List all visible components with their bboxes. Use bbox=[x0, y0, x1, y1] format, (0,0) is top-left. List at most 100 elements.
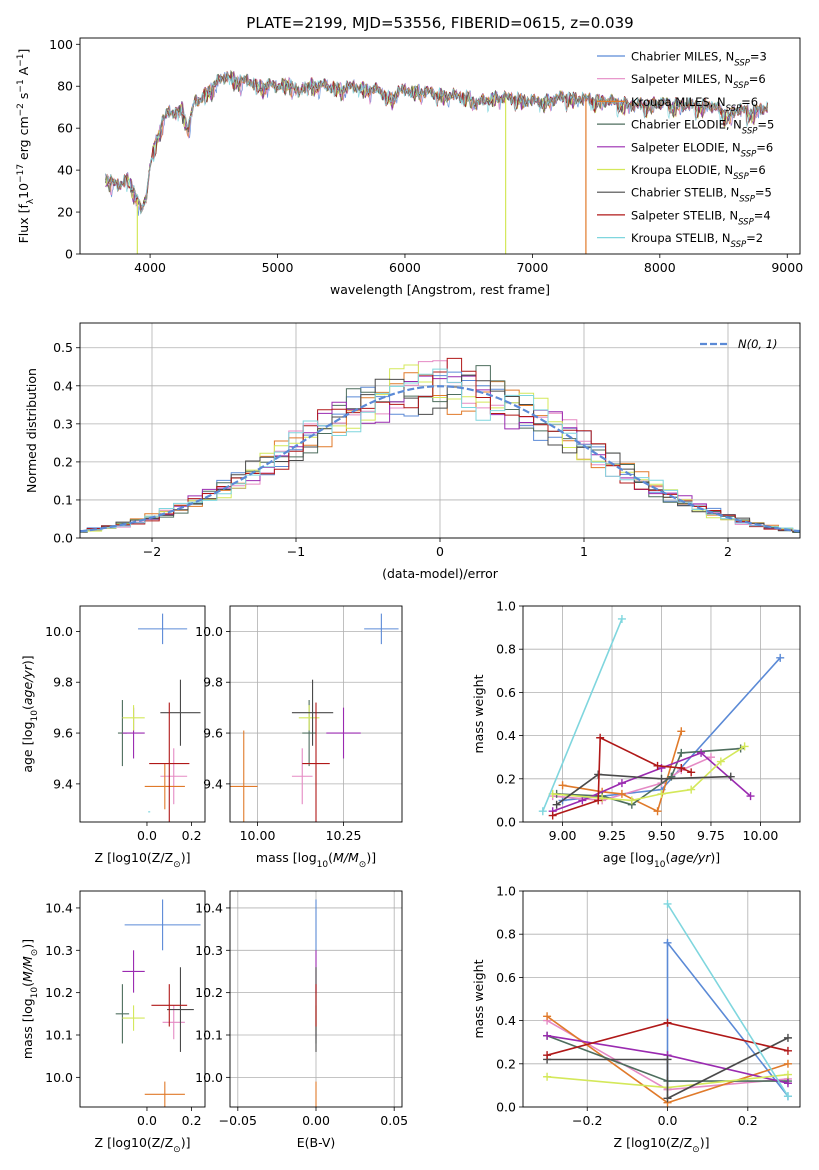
label-part: )] bbox=[710, 850, 720, 865]
legend-entry: N(0, 1) bbox=[738, 337, 778, 351]
axis-label: mass weight bbox=[471, 674, 486, 753]
legend-text: Salpeter ELODIE, N bbox=[631, 140, 741, 154]
y-tick-label: 10.1 bbox=[45, 1028, 73, 1043]
axes-frame bbox=[79, 890, 206, 1108]
axes-frame bbox=[522, 890, 801, 1108]
weight-marker bbox=[677, 727, 686, 736]
y-tick-label: 0.0 bbox=[496, 1100, 516, 1115]
y-tick-label: 0.8 bbox=[496, 642, 516, 657]
y-tick-label: 10.2 bbox=[195, 985, 223, 1000]
axis-label: mass [log10(M/M⊙)] bbox=[20, 939, 40, 1059]
label-part: s bbox=[16, 93, 31, 104]
legend-suffix: =6 bbox=[749, 72, 766, 86]
y-tick-label: 10.3 bbox=[45, 943, 73, 958]
error-bars bbox=[115, 899, 201, 1107]
legend-text: Kroupa MILES, N bbox=[631, 95, 726, 109]
axes-frame bbox=[79, 605, 206, 823]
histogram-step bbox=[80, 374, 800, 533]
label-part: 10 bbox=[16, 183, 31, 199]
legend-entry: Chabrier MILES, NSSP=3 bbox=[631, 50, 767, 69]
x-tick-label: 0.2 bbox=[182, 1113, 202, 1128]
y-tick-label: 9.6 bbox=[203, 726, 223, 741]
y-tick-label: 1.0 bbox=[496, 884, 516, 899]
x-tick-label: 0.0 bbox=[137, 1113, 157, 1128]
label-part: Z/Z bbox=[152, 850, 173, 865]
weight-marker bbox=[677, 748, 686, 757]
weight-marker bbox=[663, 938, 672, 947]
y-tick-label: 60 bbox=[57, 121, 73, 136]
weight-line bbox=[547, 1037, 789, 1100]
weight-marker bbox=[578, 796, 587, 805]
weight-marker bbox=[697, 748, 706, 757]
weight-marker bbox=[657, 789, 666, 798]
legend-entry: Kroupa ELODIE, NSSP=6 bbox=[631, 163, 766, 182]
y-tick-label: 10.0 bbox=[45, 1070, 73, 1085]
axis-ticks: 9.00 9.25 9.50 9.75 10.00 0.0 0.2 0.4 0.6 0.8 1.0 bbox=[496, 599, 778, 844]
x-tick-label: 5000 bbox=[262, 260, 294, 275]
weight-marker bbox=[783, 1079, 792, 1088]
error-bars bbox=[117, 613, 201, 822]
x-tick-label: 9.25 bbox=[598, 828, 626, 843]
mass-vs-ebv-panel: −0.05 0.00 0.05 10.0 10.1 10.2 10.3 10.4 E(B-V) bbox=[195, 890, 408, 1150]
axis-ticks: −2 −1 0 1 2 0.0 0.1 0.2 0.3 0.4 0.5 bbox=[53, 340, 732, 559]
legend-text: Salpeter STELIB, N bbox=[631, 208, 738, 222]
weight-marker bbox=[543, 1072, 552, 1081]
weight-marker bbox=[657, 774, 666, 783]
histograms bbox=[80, 357, 800, 533]
label-part: )] bbox=[20, 939, 35, 949]
axis-label: E(B-V) bbox=[297, 1135, 336, 1150]
axes-frame bbox=[522, 605, 801, 823]
x-tick-label: 0.2 bbox=[182, 828, 202, 843]
x-tick-label: 0.0 bbox=[658, 1113, 678, 1128]
axis-ticks: 4000 5000 6000 7000 8000 9000 0 20 40 60 80 100 bbox=[49, 37, 803, 275]
x-tick-label: 0 bbox=[436, 544, 444, 559]
label-part: Normed distribution bbox=[24, 368, 39, 493]
legend-entry: Salpeter MILES, NSSP=6 bbox=[631, 72, 766, 91]
y-tick-label: 0.2 bbox=[496, 771, 516, 786]
x-tick-label: 9.00 bbox=[549, 828, 577, 843]
spectrum-line bbox=[105, 72, 768, 215]
label-part: erg cm bbox=[16, 116, 31, 164]
legend-subscript: SSP bbox=[741, 149, 757, 159]
x-tick-label: 0.0 bbox=[137, 828, 157, 843]
axis-ticks: 10.00 10.25 9.4 9.6 9.8 10.0 bbox=[195, 624, 361, 843]
legend-text: Salpeter MILES, N bbox=[631, 72, 733, 86]
legend-suffix: =6 bbox=[749, 163, 766, 177]
weight-marker bbox=[783, 1092, 792, 1101]
residuals-panel: −2 −1 0 1 2 0.0 0.1 0.2 0.3 0.4 0.5 (data-model)/er… bbox=[24, 322, 801, 581]
weight-line bbox=[542, 618, 623, 812]
grid-lines bbox=[523, 890, 800, 1108]
y-tick-label: 10.4 bbox=[195, 900, 223, 915]
x-tick-label: 0.2 bbox=[738, 1113, 758, 1128]
label-part: age [log bbox=[20, 721, 35, 772]
y-tick-label: 10.4 bbox=[45, 900, 73, 915]
weight-marker bbox=[663, 899, 672, 908]
weight-vs-age-panel: 9.00 9.25 9.50 9.75 10.00 0.0 0.2 0.4 0.6 0.8 1.0 a… bbox=[471, 599, 801, 870]
legend-text: Kroupa ELODIE, N bbox=[631, 163, 733, 177]
weight-marker bbox=[548, 811, 557, 820]
x-tick-label: 6000 bbox=[389, 260, 421, 275]
histogram-step bbox=[80, 372, 800, 533]
weight-line bbox=[556, 773, 731, 806]
x-tick-label: −1 bbox=[287, 544, 305, 559]
legend-entry: Kroupa MILES, NSSP=6 bbox=[631, 95, 758, 114]
weight-marker bbox=[687, 768, 696, 777]
y-tick-label: 1.0 bbox=[496, 599, 516, 614]
axes-frame bbox=[79, 322, 801, 539]
label-part: 10 bbox=[654, 860, 666, 870]
error-bars bbox=[230, 613, 399, 822]
figure-title: PLATE=2199, MJD=53556, FIBERID=0615, z=0… bbox=[246, 14, 633, 32]
weight-marker bbox=[663, 1018, 672, 1027]
legend-entry: Salpeter ELODIE, NSSP=6 bbox=[631, 140, 773, 159]
weight-marker bbox=[653, 807, 662, 816]
label-part: Z [log bbox=[614, 1135, 650, 1150]
legend-subscript: SSP bbox=[733, 81, 749, 91]
y-tick-label: 0.5 bbox=[53, 340, 73, 355]
label-part: 10 bbox=[131, 1135, 147, 1150]
label-part: ⊙ bbox=[359, 860, 367, 870]
y-tick-label: 10.3 bbox=[195, 943, 223, 958]
legend-suffix: =2 bbox=[746, 231, 763, 245]
weight-marker bbox=[783, 1046, 792, 1055]
